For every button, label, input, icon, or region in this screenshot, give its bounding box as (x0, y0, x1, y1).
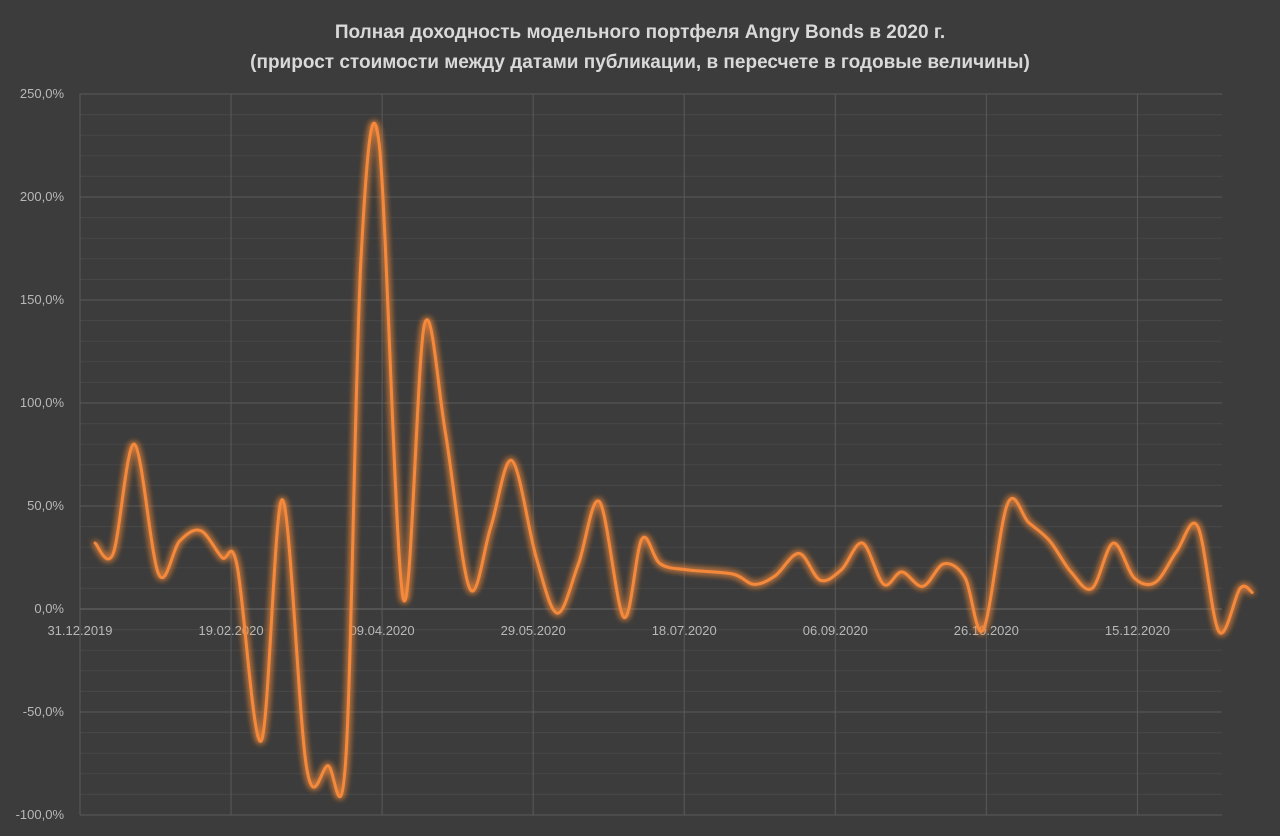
data-point (1196, 525, 1199, 528)
data-point (752, 583, 755, 586)
data-point (982, 628, 985, 631)
y-tick-label: 200,0% (20, 189, 65, 204)
data-point (157, 572, 160, 575)
data-point (133, 443, 136, 446)
x-tick-label: 18.07.2020 (652, 623, 717, 638)
data-point (344, 756, 347, 759)
data-point (535, 556, 538, 559)
data-point (1006, 502, 1009, 505)
data-point (359, 257, 362, 260)
x-tick-label: 29.05.2020 (501, 623, 566, 638)
data-point (921, 585, 924, 588)
data-point (1217, 630, 1220, 633)
data-point (943, 562, 946, 565)
x-axis-ticks: 31.12.2019 19.02.2020 09.04.2020 29.05.2020… (47, 623, 1169, 638)
data-point (731, 572, 734, 575)
x-tick-label: 09.04.2020 (350, 623, 415, 638)
data-point (423, 323, 426, 326)
x-tick-label: 26.10.2020 (954, 623, 1019, 638)
y-tick-label: -100,0% (16, 807, 65, 822)
data-point (819, 579, 822, 582)
data-point (622, 616, 625, 619)
y-tick-label: -50,0% (23, 704, 65, 719)
data-point (686, 568, 689, 571)
data-point (1239, 587, 1242, 590)
data-point (577, 562, 580, 565)
y-tick-label: 150,0% (20, 292, 65, 307)
data-point (511, 459, 514, 462)
data-point (640, 537, 643, 540)
x-tick-label: 06.09.2020 (803, 623, 868, 638)
data-point (964, 577, 967, 580)
data-point (260, 739, 263, 742)
data-point (556, 612, 559, 615)
y-tick-label: 50,0% (27, 498, 64, 513)
data-point (1069, 570, 1072, 573)
data-point (1027, 521, 1030, 524)
data-point (798, 552, 801, 555)
data-point (402, 597, 405, 600)
data-point (900, 570, 903, 573)
data-point (1091, 587, 1094, 590)
chart-title-block: Полная доходность модельного портфеля An… (0, 18, 1280, 78)
data-point (220, 556, 223, 559)
data-point (882, 583, 885, 586)
series (93, 121, 1254, 799)
data-point (378, 142, 381, 145)
data-point (236, 564, 239, 567)
data-point (1048, 540, 1051, 543)
series-line (93, 121, 1254, 799)
data-point (94, 542, 97, 545)
data-point (1154, 581, 1157, 584)
data-point (199, 529, 202, 532)
chart-subtitle: (прирост стоимости между датами публикац… (250, 52, 1030, 73)
y-tick-label: 250,0% (20, 86, 65, 101)
data-point (178, 540, 181, 543)
chart-title: Полная доходность модельного портфеля An… (334, 22, 946, 43)
data-point (840, 568, 843, 571)
y-tick-label: 0,0% (34, 601, 64, 616)
data-point (326, 764, 329, 767)
x-tick-label: 31.12.2019 (47, 623, 112, 638)
data-point (1251, 591, 1254, 594)
data-point (598, 500, 601, 503)
x-tick-label: 15.12.2020 (1105, 623, 1170, 638)
data-point (1175, 550, 1178, 553)
data-point (444, 432, 447, 435)
x-tick-label: 19.02.2020 (199, 623, 264, 638)
grid (79, 93, 1222, 816)
data-point (489, 525, 492, 528)
data-point (773, 575, 776, 578)
data-point (281, 498, 284, 501)
data-point (112, 552, 115, 555)
data-point (305, 766, 308, 769)
data-point (468, 587, 471, 590)
y-tick-label: 100,0% (20, 395, 65, 410)
data-point (861, 542, 864, 545)
data-point (659, 562, 662, 565)
data-point (1112, 542, 1115, 545)
data-point (1133, 577, 1136, 580)
y-axis-ticks: 250,0% 200,0% 150,0% 100,0% 50,0% 0,0% -50,0% -… (16, 86, 65, 822)
